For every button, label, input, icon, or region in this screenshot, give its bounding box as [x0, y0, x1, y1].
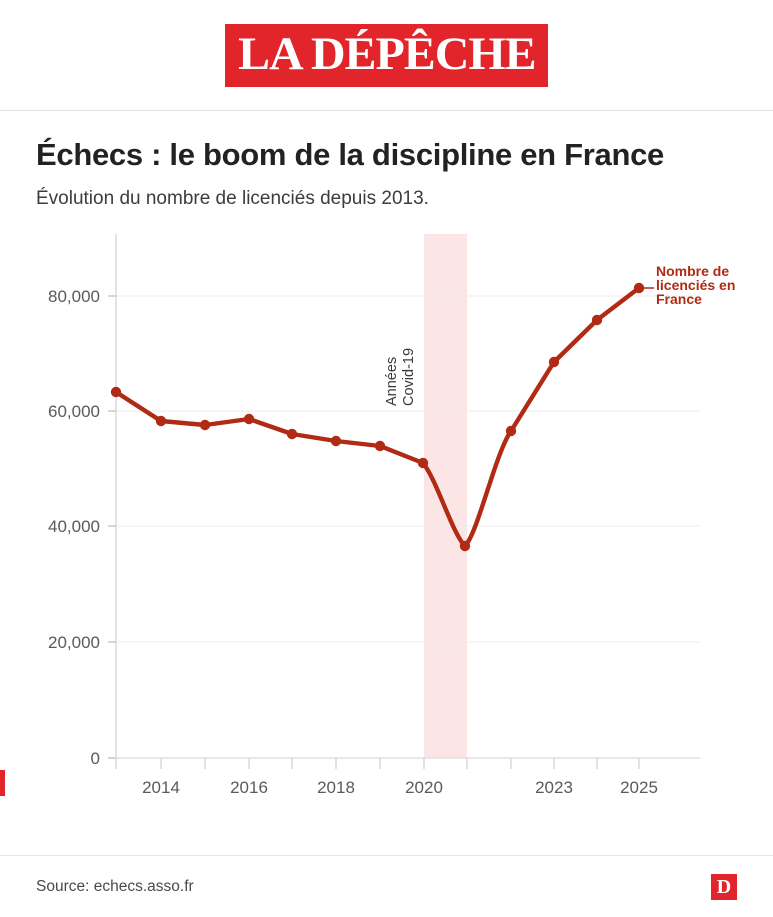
series-label-line-3: France: [656, 291, 702, 307]
headline-block: Échecs : le boom de la discipline en Fra…: [0, 111, 773, 210]
page-subtitle: Évolution du nombre de licenciés depuis …: [36, 188, 429, 210]
x-tick-label-2023: 2023: [535, 778, 573, 797]
data-point-2018[interactable]: [330, 435, 342, 447]
x-axis-labels: 2014 2016 2018 2020 2023 2025: [142, 778, 658, 797]
chart-footer: Source: echecs.asso.fr D: [0, 855, 773, 917]
edge-accent-bar: [0, 770, 5, 796]
x-tick-label-2018: 2018: [317, 778, 355, 797]
site-masthead: LA DÉPÊCHE: [0, 0, 773, 111]
data-point-2023[interactable]: [548, 356, 560, 368]
y-tick-label-60000: 60,000: [48, 402, 100, 421]
x-tick-marks: [115, 758, 640, 770]
gridlines: [116, 295, 700, 643]
covid-annotation-line-2: Covid-19: [401, 348, 417, 406]
la-depeche-logo[interactable]: LA DÉPÊCHE: [224, 23, 549, 87]
data-point-2024[interactable]: [591, 314, 603, 326]
x-tick-label-2016: 2016: [230, 778, 268, 797]
data-point-2014[interactable]: [155, 415, 167, 427]
la-depeche-logo-text: LA DÉPÊCHE: [237, 27, 537, 80]
data-line-licencies: [113, 285, 642, 549]
covid-annotation: Années Covid-19: [384, 348, 417, 406]
data-point-2022[interactable]: [505, 425, 517, 437]
data-point-2020[interactable]: [417, 457, 429, 469]
data-point-2016[interactable]: [243, 413, 255, 425]
y-tick-label-20000: 20,000: [48, 633, 100, 652]
series-label-line-2: licenciés en: [656, 277, 735, 293]
y-tick-label-0: 0: [91, 749, 100, 768]
covid-annotation-line-1: Années: [384, 357, 400, 406]
data-point-2017[interactable]: [286, 428, 298, 440]
source-credit: Source: echecs.asso.fr: [36, 877, 194, 895]
x-tick-label-2014: 2014: [142, 778, 180, 797]
data-point-2021[interactable]: [459, 540, 471, 552]
data-point-markers: [110, 282, 645, 552]
data-point-2025[interactable]: [633, 282, 645, 294]
data-point-2013[interactable]: [110, 386, 122, 398]
y-tick-label-40000: 40,000: [48, 517, 100, 536]
x-tick-label-2020: 2020: [405, 778, 443, 797]
data-point-2015[interactable]: [199, 419, 211, 431]
line-chart: 80,000 60,000 40,000 20,000 0: [48, 234, 735, 797]
covid-band: [424, 234, 467, 759]
y-axis-labels: 80,000 60,000 40,000 20,000 0: [48, 287, 100, 768]
series-label: Nombre de licenciés en France: [656, 263, 735, 307]
data-point-2019[interactable]: [374, 440, 386, 452]
page-title: Échecs : le boom de la discipline en Fra…: [36, 137, 664, 172]
depeche-d-logo[interactable]: D: [711, 873, 737, 900]
series-label-line-1: Nombre de: [656, 263, 729, 279]
x-tick-label-2025: 2025: [620, 778, 658, 797]
y-tick-marks: [108, 295, 116, 759]
y-tick-label-80000: 80,000: [48, 287, 100, 306]
chart-container: 80,000 60,000 40,000 20,000 0: [0, 228, 773, 798]
